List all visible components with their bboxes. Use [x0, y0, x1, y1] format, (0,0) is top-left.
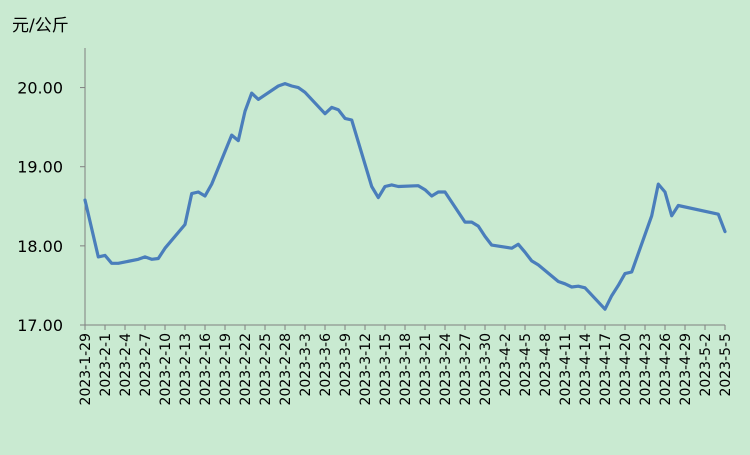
x-tick-label: 2023-4-23 — [638, 333, 654, 405]
x-tick-label: 2023-3-12 — [358, 333, 374, 405]
x-tick-label: 2023-2-19 — [218, 333, 234, 405]
x-tick-label: 2023-4-14 — [578, 333, 594, 406]
y-tick-label: 19.00 — [17, 158, 63, 177]
x-tick-label: 2023-3-15 — [378, 333, 394, 405]
x-tick-label: 2023-2-22 — [238, 333, 254, 405]
x-tick-label: 2023-3-9 — [338, 333, 354, 397]
x-tick-label: 2023-2-25 — [258, 333, 274, 405]
x-tick-label: 2023-4-5 — [518, 333, 534, 397]
x-tick-label: 2023-3-21 — [418, 333, 434, 405]
x-tick-label: 2023-4-17 — [598, 333, 614, 405]
x-tick-label: 2023-3-6 — [318, 333, 334, 397]
x-tick-label: 2023-5-2 — [698, 333, 714, 397]
x-tick-label: 2023-4-29 — [678, 333, 694, 405]
x-tick-label: 2023-4-11 — [558, 333, 574, 405]
x-tick-label: 2023-2-10 — [158, 333, 174, 405]
x-tick-label: 2023-3-18 — [398, 333, 414, 405]
y-axis: 17.00 18.00 19.00 20.00 — [17, 48, 86, 335]
series-group — [83, 81, 727, 311]
y-tick-label: 20.00 — [17, 79, 63, 98]
x-tick-label: 2023-3-3 — [298, 333, 314, 397]
x-tick-label: 2023-2-1 — [98, 333, 114, 397]
x-tick-label: 2023-2-28 — [278, 333, 294, 405]
x-axis: 2023-1-29 2023-2-1 2023-2-4 2023-2-7 2023-2-… — [78, 324, 734, 406]
x-tick-label: 2023-1-29 — [78, 333, 94, 405]
x-tick-label: 2023-4-2 — [498, 333, 514, 397]
x-tick-label: 2023-4-26 — [658, 333, 674, 406]
x-tick-label: 2023-2-7 — [138, 333, 154, 397]
x-tick-label: 2023-3-27 — [458, 333, 474, 405]
y-tick-label: 18.00 — [17, 237, 63, 256]
y-axis-unit-label: 元/公斤 — [12, 16, 69, 36]
x-tick-label: 2023-2-16 — [198, 333, 214, 406]
x-tick-label: 2023-2-13 — [178, 333, 194, 405]
x-tick-label: 2023-2-4 — [118, 333, 134, 397]
x-tick-label: 2023-4-8 — [538, 333, 554, 397]
x-tick-label: 2023-3-30 — [478, 333, 494, 405]
x-tick-label: 2023-4-20 — [618, 333, 634, 405]
y-tick-label: 17.00 — [17, 316, 63, 335]
series-line-0 — [83, 81, 727, 311]
x-tick-label: 2023-5-5 — [718, 333, 734, 397]
x-tick-label: 2023-3-24 — [438, 333, 454, 406]
